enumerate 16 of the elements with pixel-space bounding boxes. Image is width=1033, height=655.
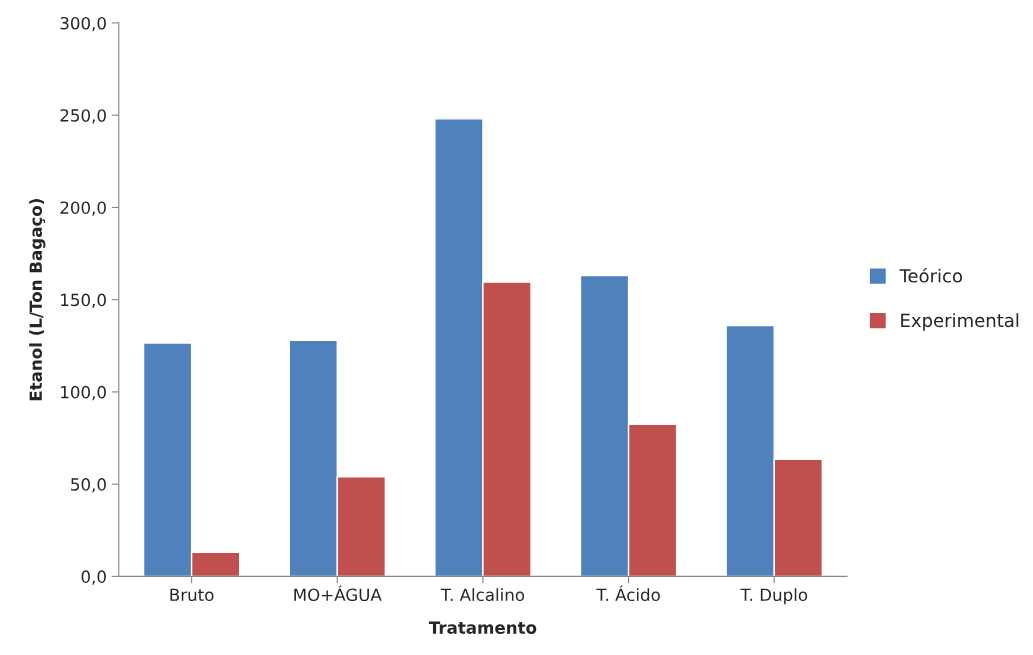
y-tick-label: 300,0 [60,16,106,32]
legend-label: Teórico [899,267,963,283]
y-tick-label: 100,0 [61,385,106,401]
y-tick-label: 50,0 [71,478,106,493]
y-tick-label: 200,0 [60,201,106,216]
y-tick-label: 250,0 [60,109,106,124]
x-tick-label: T. Ácido [596,585,660,602]
legend-label: Experimental [901,313,1019,331]
x-tick-label: T. Duplo [740,588,808,605]
y-axis-title: Etanol (L/Ton Bagaço) [29,199,46,401]
x-axis-title: Tratamento [428,621,537,634]
y-tick-label: 150,0 [61,293,106,308]
x-tick-label: T. Alcalino [440,588,525,602]
y-tick-label: 0,0 [81,570,106,585]
x-tick-label: MO+ÁGUA [294,585,382,602]
x-tick-label: Bruto [170,588,214,602]
